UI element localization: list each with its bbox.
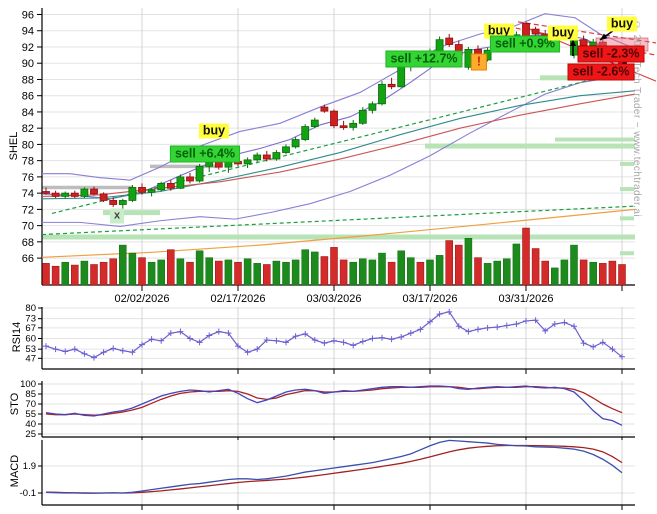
svg-text:100: 100 [20,379,36,390]
svg-text:88: 88 [22,74,34,86]
volume-bars [42,227,626,286]
macd-panel: 1.9 -0.1 [20,439,635,510]
svg-text:53: 53 [25,344,36,355]
sell-loss-signal-label: sell -2.3% [577,45,645,63]
svg-text:02/02/2026: 02/02/2026 [114,293,169,305]
svg-text:70: 70 [22,221,34,233]
sell-gain-signal-label: sell +12.7% [385,50,463,68]
svg-text:03/17/2026: 03/17/2026 [402,293,457,305]
sto-panel-label: STO [9,392,21,416]
watermark: © 2012 Tech Trader ~ www.techtrader.ai [631,20,642,217]
svg-text:-0.1: -0.1 [20,488,36,499]
svg-text:25: 25 [25,429,36,440]
sell-gain-signal-label: sell +0.9% [489,35,561,53]
svg-text:73: 73 [25,314,36,325]
rsi-panel-label: RSI14 [11,321,23,353]
svg-text:74: 74 [22,188,34,200]
svg-text:70: 70 [25,399,36,410]
x-signal-label: x [109,208,125,224]
rsi-point-markers [43,308,625,361]
svg-text:72: 72 [22,204,34,216]
svg-text:66: 66 [22,253,34,265]
svg-text:84: 84 [22,107,34,119]
svg-text:86: 86 [22,91,34,103]
svg-text:60: 60 [25,334,36,345]
support-resistance-bands [42,75,635,256]
svg-text:68: 68 [22,237,34,249]
svg-text:02/17/2026: 02/17/2026 [210,293,265,305]
svg-text:96: 96 [22,10,34,22]
buy-signal-label: buy [606,16,638,32]
svg-text:80: 80 [25,303,36,314]
sell-loss-signal-label: sell -2.6% [567,63,635,81]
svg-text:94: 94 [22,26,34,38]
main-axes: 66 68 70 72 74 76 78 80 82 84 86 88 90 92 94 96 02/02/20… [22,8,635,305]
svg-text:03/31/2026: 03/31/2026 [498,293,553,305]
svg-text:67: 67 [25,323,36,334]
svg-text:92: 92 [22,42,34,54]
buy-signal-label: buy [483,23,515,39]
sell-gain-signal-label: sell +6.4% [169,145,241,163]
svg-text:40: 40 [25,419,36,430]
svg-text:47: 47 [25,353,36,364]
svg-text:85: 85 [25,389,36,400]
svg-text:82: 82 [22,123,34,135]
svg-text:03/03/2026: 03/03/2026 [306,293,361,305]
overlay-lines [41,13,657,258]
svg-text:55: 55 [25,409,36,420]
svg-text:1.9: 1.9 [23,461,36,472]
svg-text:90: 90 [22,58,34,70]
svg-text:76: 76 [22,172,34,184]
buy-signal-label: buy [198,123,230,139]
svg-text:80: 80 [22,139,34,151]
macd-panel-label: MACD [9,454,21,488]
symbol-label: SHEL [8,131,20,161]
svg-text:78: 78 [22,156,34,168]
buy-signal-label: buy [547,25,579,41]
warning-signal-label: ! [470,53,488,71]
